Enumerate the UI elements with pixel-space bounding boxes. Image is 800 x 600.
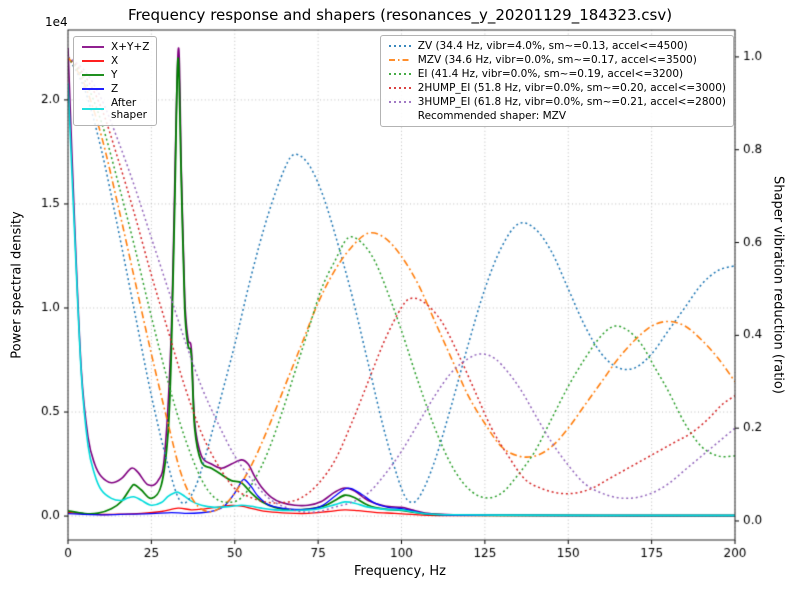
legend-label-mzv: MZV (34.6 Hz, vibr=0.0%, sm~=0.17, accel… <box>417 54 697 67</box>
legend-item-after-shaper: After shaper <box>81 97 149 121</box>
y-axis-offset-text: 1e4 <box>45 15 68 29</box>
x-line-swatch-icon <box>82 60 104 62</box>
chart-title: Frequency response and shapers (resonanc… <box>127 6 673 24</box>
legend-item-2hump-ei: 2HUMP_EI (51.8 Hz, vibr=0.0%, sm~=0.20, … <box>388 82 726 94</box>
2hump-ei-line-swatch-icon <box>388 87 411 90</box>
legend-label-after-shaper: After shaper <box>111 97 148 122</box>
z-line-swatch-icon <box>82 88 104 91</box>
y-right-axis-label: Shaper vibration reduction (ratio) <box>770 176 786 394</box>
shaper-legend: ZV (34.4 Hz, vibr=4.0%, sm~=0.13, accel<… <box>379 35 734 128</box>
mzv-line-swatch-icon <box>388 59 411 61</box>
legend-item-zv: ZV (34.4 Hz, vibr=4.0%, sm~=0.13, accel<… <box>388 40 726 52</box>
legend-item-x: X <box>81 55 149 67</box>
x-axis-label: Frequency, Hz <box>353 564 447 579</box>
legend-note: Recommended shaper: MZV <box>417 110 567 123</box>
legend-item-ei: EI (41.4 Hz, vibr=0.0%, sm~=0.19, accel<… <box>388 68 726 80</box>
legend-label-3hump-ei: 3HUMP_EI (61.8 Hz, vibr=0.0%, sm~=0.21, … <box>417 96 726 109</box>
legend-item-3hump-ei: 3HUMP_EI (61.8 Hz, vibr=0.0%, sm~=0.21, … <box>388 96 726 108</box>
3hump-ei-line-swatch-icon <box>388 101 411 104</box>
y-left-axis-label: Power spectral density <box>9 211 25 359</box>
legend-item-z: Z <box>81 83 149 95</box>
after-shaper-line-swatch-icon <box>82 108 104 111</box>
legend-item-mzv: MZV (34.6 Hz, vibr=0.0%, sm~=0.17, accel… <box>388 54 726 66</box>
zv-line-swatch-icon <box>388 45 411 47</box>
legend-label-y: Y <box>111 69 118 82</box>
legend-label-z: Z <box>111 83 119 96</box>
ei-line-swatch-icon <box>388 73 411 76</box>
psd-legend: X+Y+Z X Y Z After shaper <box>73 36 158 127</box>
legend-label-ei: EI (41.4 Hz, vibr=0.0%, sm~=0.19, accel<… <box>417 68 684 81</box>
legend-item-x-y-z: X+Y+Z <box>81 41 149 53</box>
y-line-swatch-icon <box>82 74 104 77</box>
legend-label-2hump-ei: 2HUMP_EI (51.8 Hz, vibr=0.0%, sm~=0.20, … <box>417 82 726 95</box>
legend-item-y: Y <box>81 69 149 81</box>
legend-label-x-y-z: X+Y+Z <box>111 41 150 53</box>
legend-label-zv: ZV (34.4 Hz, vibr=4.0%, sm~=0.13, accel<… <box>417 40 688 52</box>
legend-label-x: X <box>111 55 119 68</box>
x-y-z-line-swatch-icon <box>82 46 104 48</box>
